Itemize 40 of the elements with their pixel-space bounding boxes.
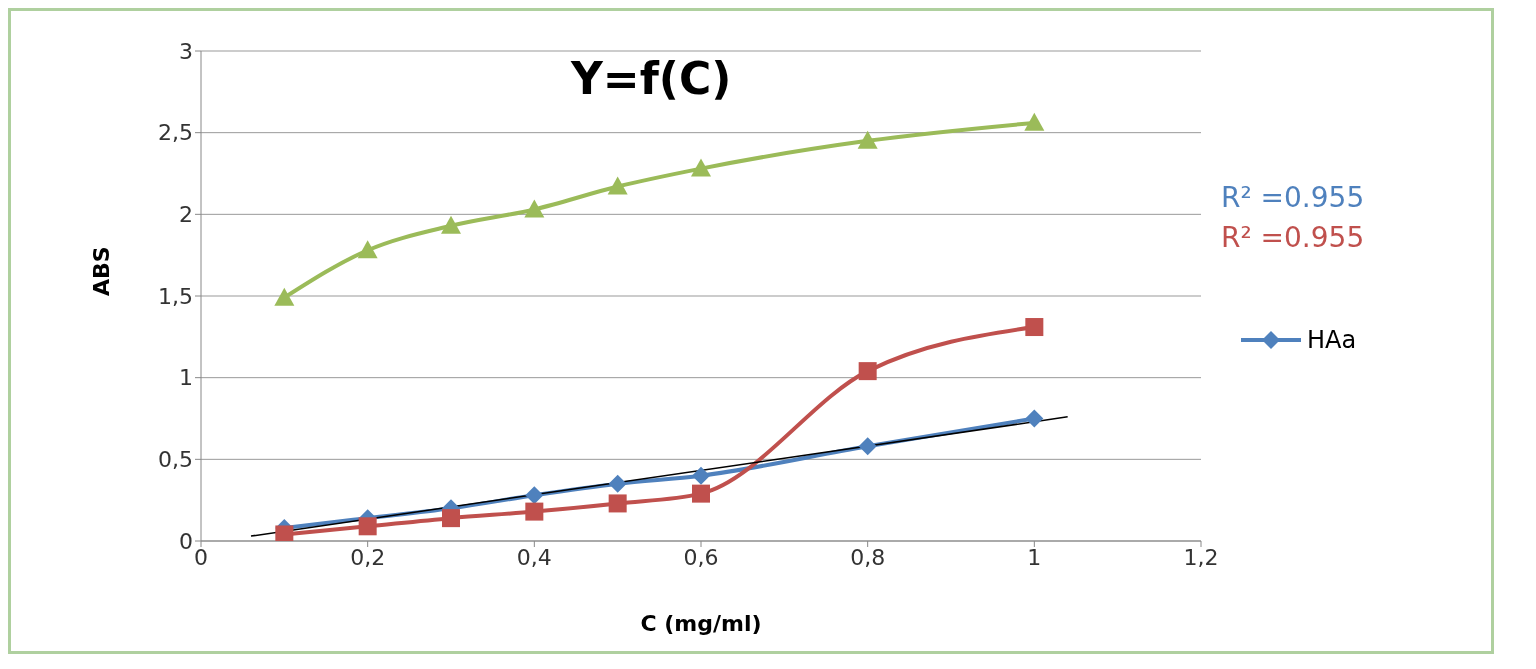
x-tick-label: 0,4 — [516, 544, 552, 570]
point — [525, 502, 544, 521]
legend-label: HAa — [1307, 326, 1357, 354]
point — [525, 486, 544, 505]
x-tick-label: 0,8 — [850, 544, 886, 570]
chart-title: Y=f(C) — [571, 53, 732, 104]
x-tick-label: 1,2 — [1183, 544, 1219, 570]
point — [607, 176, 628, 195]
point — [692, 484, 710, 503]
y-tick-label: 2,5 — [158, 120, 193, 146]
x-tick-label: 0,6 — [683, 544, 719, 570]
point — [691, 158, 711, 177]
point — [441, 215, 461, 234]
y-tick-label: 2 — [179, 202, 193, 228]
point — [1025, 318, 1044, 337]
point — [857, 130, 878, 149]
point — [358, 517, 377, 536]
y-tick-label: 3 — [179, 38, 193, 64]
y-tick-label: 0 — [179, 528, 193, 554]
point — [608, 474, 627, 493]
y-tick-label: 1 — [179, 365, 193, 391]
point — [608, 494, 627, 513]
y-tick-label: 1,5 — [158, 283, 193, 309]
point — [1024, 112, 1045, 131]
point — [442, 509, 460, 528]
x-tick-label: 0,2 — [350, 544, 386, 570]
x-axis-title: C (mg/ml) — [640, 611, 762, 636]
point — [274, 287, 295, 306]
y-tick-label: 0,5 — [158, 447, 193, 473]
x-tick-label: 1 — [1027, 544, 1042, 570]
text: R² =0.955 — [1221, 181, 1365, 214]
point — [275, 525, 294, 541]
text: R² =0.955 — [1221, 221, 1365, 254]
point — [692, 466, 710, 485]
point — [858, 437, 877, 456]
point — [858, 362, 877, 381]
point — [1025, 409, 1044, 428]
point — [524, 199, 545, 218]
y-axis-title: ABS — [88, 246, 114, 296]
point — [357, 240, 378, 259]
